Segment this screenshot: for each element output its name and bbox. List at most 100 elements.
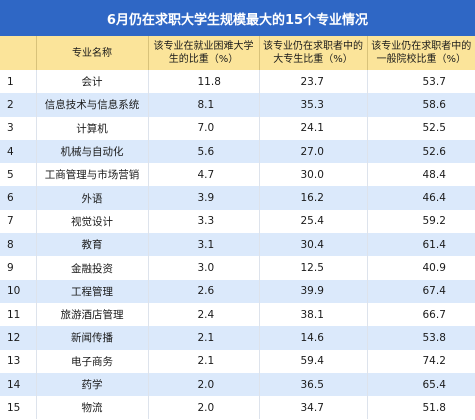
cell-hardship-share: 2.6	[147, 279, 259, 303]
table-row: 14 药学 2.0 36.5 65.4	[0, 372, 475, 397]
cell-junior-college-share: 36.5	[258, 372, 367, 397]
cell-index: 10	[7, 285, 21, 298]
cell-major: 教育	[35, 233, 148, 257]
cell-junior-college-share: 39.9	[258, 279, 367, 303]
cell-junior-college-share: 25.4	[258, 209, 367, 234]
table-title: 6月仍在求职大学生规模最大的15个专业情况	[0, 0, 475, 36]
cell-index: 5	[7, 168, 14, 181]
cell-general-college-share: 46.4	[366, 186, 475, 210]
table-row: 1 会计 11.8 23.7 53.7	[0, 70, 475, 94]
cell-junior-college-share: 27.0	[258, 139, 367, 164]
header-general-college-share: 该专业仍在求职者中的一般院校比重（%）	[366, 36, 475, 70]
cell-junior-college-share: 30.4	[258, 233, 367, 257]
cell-general-college-share: 59.2	[366, 209, 475, 234]
cell-hardship-share: 3.3	[147, 209, 259, 234]
cell-junior-college-share: 59.4	[258, 349, 367, 373]
cell-index: 4	[7, 145, 14, 158]
cell-index: 6	[7, 192, 14, 205]
cell-general-college-share: 58.6	[366, 93, 475, 117]
cell-hardship-share: 4.7	[147, 163, 259, 187]
cell-hardship-share: 3.1	[147, 233, 259, 257]
cell-index: 9	[7, 262, 14, 275]
header-hardship-share: 该专业在就业困难大学生的比重（%）	[147, 36, 259, 70]
cell-general-college-share: 65.4	[366, 372, 475, 397]
header-index	[0, 36, 36, 70]
table-row: 9 金融投资 3.0 12.5 40.9	[0, 256, 475, 280]
table-row: 7 视觉设计 3.3 25.4 59.2	[0, 209, 475, 234]
cell-major: 金融投资	[35, 256, 148, 280]
cell-junior-college-share: 23.7	[258, 70, 367, 94]
table-header: 专业名称 该专业在就业困难大学生的比重（%） 该专业仍在求职者中的大专生比重（%…	[0, 36, 475, 70]
cell-general-college-share: 53.8	[366, 326, 475, 350]
cell-major: 旅游酒店管理	[35, 302, 148, 327]
cell-major: 计算机	[35, 116, 148, 140]
cell-hardship-share: 2.0	[147, 372, 259, 397]
cell-major: 工程管理	[35, 279, 148, 303]
cell-hardship-share: 2.0	[147, 396, 259, 420]
table-row: 11 旅游酒店管理 2.4 38.1 66.7	[0, 302, 475, 327]
cell-major: 外语	[35, 186, 148, 210]
header-major: 专业名称	[35, 36, 148, 70]
table-row: 12 新闻传播 2.1 14.6 53.8	[0, 326, 475, 350]
cell-general-college-share: 40.9	[366, 256, 475, 280]
cell-general-college-share: 51.8	[366, 396, 475, 420]
cell-hardship-share: 3.0	[147, 256, 259, 280]
cell-general-college-share: 67.4	[366, 279, 475, 303]
cell-index: 8	[7, 238, 14, 251]
cell-major: 视觉设计	[35, 209, 148, 234]
cell-junior-college-share: 38.1	[258, 302, 367, 327]
cell-major: 会计	[35, 70, 148, 94]
cell-index: 11	[7, 308, 21, 321]
cell-hardship-share: 2.1	[147, 326, 259, 350]
cell-junior-college-share: 12.5	[258, 256, 367, 280]
cell-junior-college-share: 35.3	[258, 93, 367, 117]
cell-index: 7	[7, 215, 14, 228]
table-row: 3 计算机 7.0 24.1 52.5	[0, 116, 475, 140]
cell-junior-college-share: 34.7	[258, 396, 367, 420]
header-junior-college-share: 该专业仍在求职者中的大专生比重（%）	[258, 36, 367, 70]
cell-major: 药学	[35, 372, 148, 397]
cell-hardship-share: 7.0	[147, 116, 259, 140]
data-table: 专业名称 该专业在就业困难大学生的比重（%） 该专业仍在求职者中的大专生比重（%…	[0, 36, 475, 420]
cell-general-college-share: 61.4	[366, 233, 475, 257]
cell-index: 3	[7, 122, 14, 135]
cell-major: 新闻传播	[35, 326, 148, 350]
table-body: 1 会计 11.8 23.7 53.7 2 信息技术与信息系统 8.1 35.3 58.6 3 计算机…	[0, 70, 475, 420]
cell-major: 工商管理与市场营销	[35, 163, 148, 187]
cell-index: 12	[7, 331, 21, 344]
cell-general-college-share: 52.5	[366, 116, 475, 140]
cell-general-college-share: 48.4	[366, 163, 475, 187]
cell-major: 电子商务	[35, 349, 148, 373]
cell-junior-college-share: 14.6	[258, 326, 367, 350]
cell-general-college-share: 53.7	[366, 70, 475, 94]
cell-hardship-share: 2.4	[147, 302, 259, 327]
table-row: 5 工商管理与市场营销 4.7 30.0 48.4	[0, 163, 475, 187]
cell-general-college-share: 66.7	[366, 302, 475, 327]
cell-major: 信息技术与信息系统	[35, 93, 148, 117]
cell-index: 1	[7, 75, 14, 88]
cell-junior-college-share: 30.0	[258, 163, 367, 187]
table-row: 8 教育 3.1 30.4 61.4	[0, 233, 475, 257]
table-row: 4 机械与自动化 5.6 27.0 52.6	[0, 139, 475, 164]
cell-general-college-share: 52.6	[366, 139, 475, 164]
table-row: 15 物流 2.0 34.7 51.8	[0, 396, 475, 420]
header-row: 专业名称 该专业在就业困难大学生的比重（%） 该专业仍在求职者中的大专生比重（%…	[0, 36, 475, 70]
cell-hardship-share: 5.6	[147, 139, 259, 164]
cell-hardship-share: 3.9	[147, 186, 259, 210]
cell-hardship-share: 11.8	[147, 70, 259, 94]
cell-index: 15	[7, 401, 21, 414]
cell-hardship-share: 8.1	[147, 93, 259, 117]
cell-general-college-share: 74.2	[366, 349, 475, 373]
table-row: 2 信息技术与信息系统 8.1 35.3 58.6	[0, 93, 475, 117]
cell-hardship-share: 2.1	[147, 349, 259, 373]
cell-index: 14	[7, 378, 21, 391]
cell-junior-college-share: 16.2	[258, 186, 367, 210]
table-row: 6 外语 3.9 16.2 46.4	[0, 186, 475, 210]
cell-index: 13	[7, 355, 21, 368]
cell-major: 物流	[35, 396, 148, 420]
table-row: 10 工程管理 2.6 39.9 67.4	[0, 279, 475, 303]
cell-index: 2	[7, 98, 14, 111]
cell-major: 机械与自动化	[35, 139, 148, 164]
cell-junior-college-share: 24.1	[258, 116, 367, 140]
